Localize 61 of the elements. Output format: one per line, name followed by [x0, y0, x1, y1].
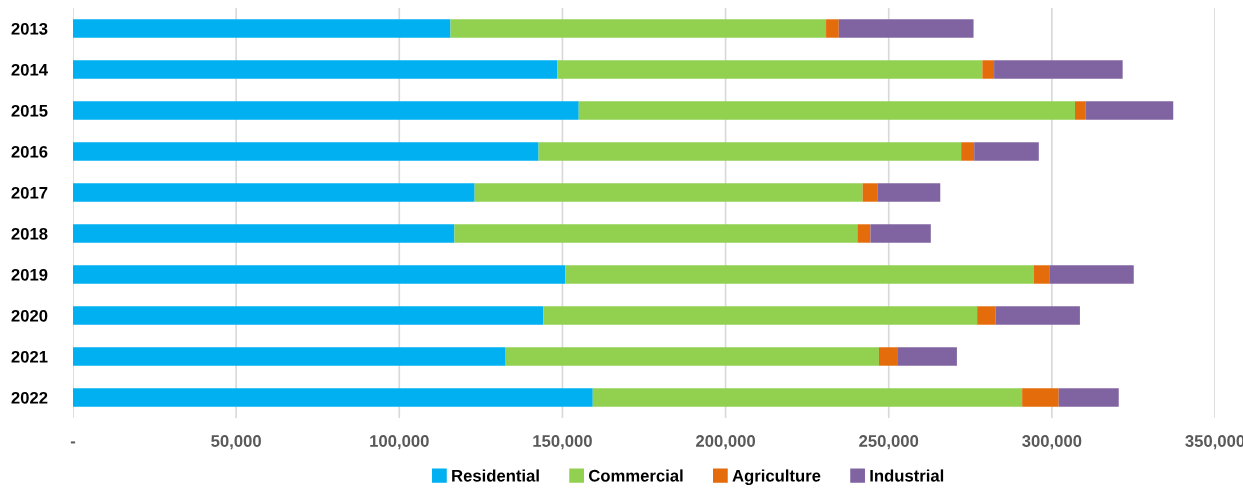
x-tick-label: 50,000 [211, 435, 261, 450]
x-tick-label: 300,000 [1022, 435, 1082, 450]
bar [592, 388, 1023, 407]
bar [897, 347, 957, 366]
bar [995, 306, 1080, 325]
bar [73, 60, 558, 79]
bar [826, 19, 839, 38]
bar [1085, 101, 1174, 120]
x-tick-label: 100,000 [370, 435, 429, 450]
y-tick-label: 2015 [11, 104, 48, 117]
y-tick-label: 2017 [11, 186, 48, 199]
bar [73, 388, 593, 407]
bar [73, 101, 579, 120]
bar [73, 183, 475, 202]
bar [454, 224, 858, 243]
y-tick-label: 2016 [11, 145, 48, 158]
bar [538, 142, 962, 161]
bar [505, 347, 879, 366]
y-tick-label: 2021 [11, 350, 48, 363]
bar [557, 60, 983, 79]
bar [878, 347, 898, 366]
y-tick-label: 2019 [11, 268, 48, 281]
bar [474, 183, 863, 202]
bar [73, 306, 544, 325]
legend-label: Commercial [588, 469, 683, 482]
bar [877, 183, 941, 202]
bar [977, 306, 996, 325]
bar [73, 265, 566, 284]
bar [1058, 388, 1119, 407]
bar [73, 19, 451, 38]
x-tick-label: 250,000 [859, 435, 919, 450]
bar [982, 60, 995, 79]
bar [450, 19, 827, 38]
bar [857, 224, 871, 243]
bar [870, 224, 931, 243]
legend-label: Residential [452, 469, 539, 482]
legend-label: Agriculture [732, 469, 821, 485]
bar [73, 224, 455, 243]
y-tick-label: 2020 [11, 309, 48, 322]
bar [862, 183, 878, 202]
bar [73, 347, 505, 366]
bar [1022, 388, 1059, 407]
y-tick-label: 2018 [11, 227, 48, 240]
bar [565, 265, 1034, 284]
bar [961, 142, 975, 161]
bar [1049, 265, 1134, 284]
y-tick-label: 2013 [11, 22, 48, 35]
bar [543, 306, 978, 325]
bar [838, 19, 974, 38]
bar [974, 142, 1039, 161]
bar [994, 60, 1123, 79]
bar [73, 142, 539, 161]
x-tick-label: - [70, 441, 76, 444]
x-tick-label: 150,000 [533, 435, 592, 450]
bar [1033, 265, 1050, 284]
y-tick-label: 2022 [11, 391, 48, 404]
x-tick-label: 200,000 [696, 435, 756, 450]
bar [1075, 101, 1086, 120]
legend-label: Industrial [870, 469, 944, 482]
y-tick-label: 2014 [11, 63, 48, 76]
bar [578, 101, 1076, 120]
